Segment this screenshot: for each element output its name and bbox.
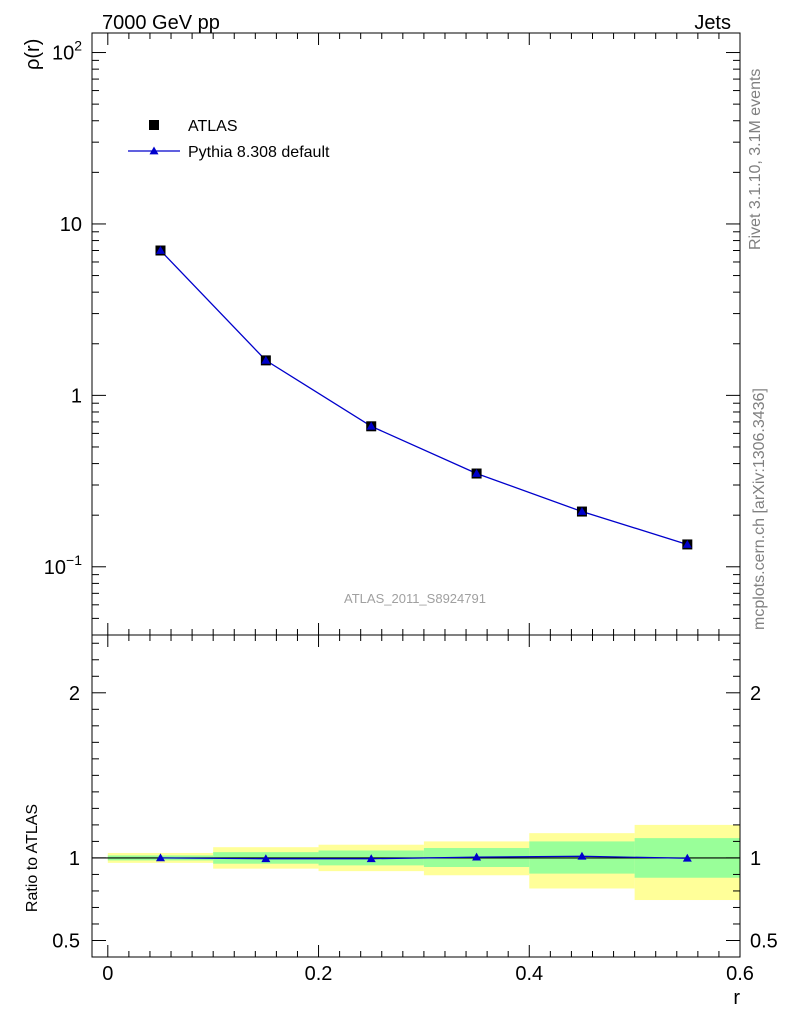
pythia-ratio-point [577, 851, 587, 860]
ratio-markers [155, 851, 692, 863]
ratio-y-tick-label-left: 1 [69, 848, 80, 870]
watermark-text: ATLAS_2011_S8924791 [344, 591, 486, 606]
x-axis-label: r [733, 987, 740, 1009]
main-y-tick-label: 10 [60, 214, 82, 236]
ratio-frame [91, 634, 741, 958]
ratio-ylabel: Ratio to ATLAS [24, 804, 41, 912]
pythia-point [472, 469, 482, 477]
ratio-y-tick-label-right: 0.5 [750, 930, 778, 952]
pythia-ratio-point [155, 853, 165, 862]
header-left: 7000 GeV pp [102, 12, 220, 34]
x-tick-label: 0.4 [515, 963, 543, 985]
legend-pythia-marker [149, 146, 159, 155]
ratio-y-tick-label-left: 2 [69, 683, 80, 705]
tick-labels: 10−1 1 10 102 0.5 0.5 1 1 2 2 0 0.2 0.4 0.6 [44, 38, 778, 985]
pythia-line [160, 250, 688, 546]
pythia-ratio-point [472, 852, 482, 861]
x-tick-label: 0.2 [305, 963, 333, 985]
rivet-label: Rivet 3.1.10, 3.1M events [747, 69, 764, 250]
mcplots-label: mcplots.cern.ch [arXiv:1306.3436] [751, 388, 768, 630]
pythia-point [682, 539, 692, 548]
legend-atlas-marker [149, 120, 159, 130]
axis-ticks [92, 33, 741, 958]
pythia-point [261, 355, 271, 364]
pythia-ratio-point [682, 853, 692, 862]
x-tick-label: 0 [102, 963, 113, 985]
main-y-tick-label: 102 [52, 38, 82, 65]
legend-pythia-label: Pythia 8.308 default [188, 144, 330, 161]
pythia-point [577, 507, 587, 515]
ratio-y-tick-label-right: 1 [750, 848, 761, 870]
main-y-tick-label: 10−1 [44, 552, 82, 579]
x-tick-label: 0.6 [726, 963, 754, 985]
ratio-y-tick-label-right: 2 [750, 683, 761, 705]
ratio-y-tick-label-left: 0.5 [52, 930, 80, 952]
pythia-ratio-point [261, 854, 271, 863]
header-right: Jets [694, 12, 731, 34]
legend: ATLAS Pythia 8.308 default [128, 118, 330, 161]
main-y-tick-label: 1 [71, 385, 82, 407]
pythia-point [155, 246, 165, 254]
main-series-lines [160, 250, 688, 546]
ratio-bands [107, 824, 740, 901]
legend-atlas-label: ATLAS [188, 118, 238, 135]
pythia-ratio-line [160, 855, 688, 860]
pythia-ratio-point [366, 854, 376, 863]
main-ylabel: ρ(r) [22, 39, 44, 70]
main-markers [155, 245, 693, 550]
pythia-point [366, 421, 376, 430]
